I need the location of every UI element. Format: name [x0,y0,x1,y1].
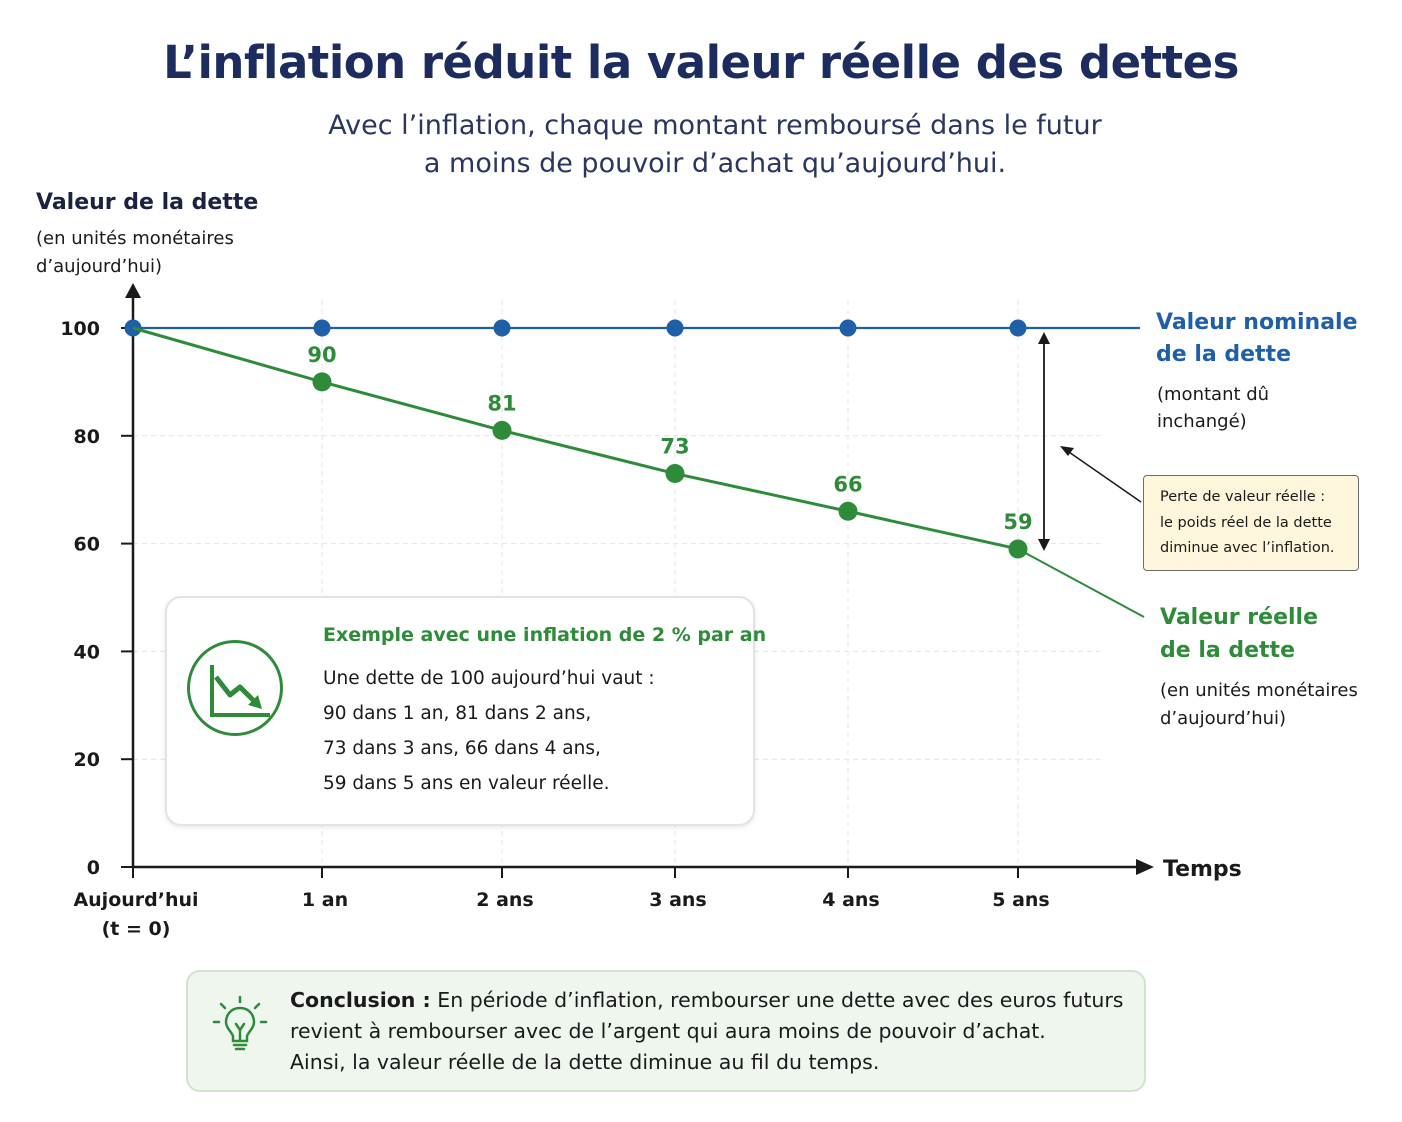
callout-pointer-head [1060,446,1074,456]
point-nominal [493,319,511,337]
y-tick-label: 20 [74,749,100,771]
series-layer [124,319,1145,618]
legend-nominal-note-2: inchangé) [1157,411,1247,432]
x-tick-sublabel: (t = 0) [102,918,171,940]
legend-real-note-1: (en unités monétaires [1160,680,1358,701]
example-line: Une dette de 100 aujourd’hui vaut : [323,668,655,689]
legend-nominal-line-2: de la dette [1156,342,1291,367]
point-real [1008,539,1028,559]
point-nominal [839,319,857,337]
x-tick-label: 1 an [302,889,348,911]
point-real [312,372,332,392]
subtitle-line-2: a moins de pouvoir d’achat qu’aujourd’hu… [423,148,1007,179]
y-axis-title: Valeur de la dette [36,190,259,215]
point-real [665,464,685,484]
conclusion-line-3: Ainsi, la valeur réelle de la dette dimi… [290,1050,880,1074]
y-tick-label: 100 [60,318,100,340]
conclusion-line-2: revient à rembourser avec de l’argent qu… [290,1019,1046,1043]
data-label-real: 81 [487,391,516,415]
lightbulb-icon [210,994,270,1054]
x-tick-label: 2 ans [476,889,534,911]
page-title: L’inflation réduit la valeur réelle des … [163,36,1239,89]
callout-line-3: diminue avec l’inflation. [1160,540,1335,556]
legend-leader-real [1017,548,1145,618]
data-label-real: 90 [307,343,336,367]
conclusion-label: Conclusion : [290,988,431,1012]
axes: 0 20 40 60 80 100 Aujourd’hui (t = 0) 1 an 2 ans 3… [60,283,1154,940]
x-tick-label: 3 ans [649,889,707,911]
y-tick-label: 80 [74,426,100,448]
y-axis-arrow [125,283,141,298]
y-axis-subtitle-2: d’aujourd’hui) [36,256,163,277]
x-axis-arrow [1136,859,1154,875]
x-axis-title: Temps [1163,857,1242,882]
conclusion-text-1: En période d’inflation, rembourser une d… [430,988,1124,1012]
point-real [838,501,858,521]
point-nominal [1009,319,1027,337]
point-real [492,420,512,440]
gap-arrow-head-top [1038,332,1050,344]
legend-real-line-1: Valeur réelle [1160,605,1318,630]
x-tick-label: 5 ans [992,889,1050,911]
legend-real-note-2: d’aujourd’hui) [1160,708,1287,729]
example-line: 73 dans 3 ans, 66 dans 4 ans, [323,738,601,759]
series-line-real [132,326,1019,551]
example-line: 59 dans 5 ans en valeur réelle. [323,773,610,794]
y-tick-label: 0 [87,857,100,879]
point-nominal [313,319,331,337]
y-tick-label: 60 [74,534,100,556]
data-label-real: 73 [660,435,689,459]
x-tick-label: Aujourd’hui [73,889,198,911]
conclusion-box: Conclusion : En période d’inflation, rem… [186,970,1146,1092]
legend-nominal-note-1: (montant dû [1157,384,1270,405]
y-tick-label: 40 [74,641,100,663]
real-value-loss-callout: Perte de valeur réelle : le poids réel d… [1143,475,1359,571]
data-label-real: 66 [833,472,862,496]
example-box: Exemple avec une inflation de 2 % par an… [165,596,766,826]
declining-chart-icon [187,640,283,736]
subtitle-line-1: Avec l’inflation, chaque montant rembour… [328,110,1102,141]
callout-line-2: le poids réel de la dette [1160,514,1332,531]
labels-layer: 90 81 73 66 59 [307,332,1142,551]
y-axis-subtitle-1: (en unités monétaires [36,228,234,249]
gap-arrow-head-bottom [1038,538,1050,551]
x-tick-label: 4 ans [822,889,880,911]
example-line: 90 dans 1 an, 81 dans 2 ans, [323,703,592,724]
callout-pointer-line [1065,449,1142,503]
legend-real-line-2: de la dette [1160,638,1295,663]
data-label-real: 59 [1003,510,1032,534]
point-nominal [666,319,684,337]
conclusion-line-1: Conclusion : En période d’inflation, rem… [290,988,1123,1012]
callout-line-1: Perte de valeur réelle : [1160,489,1326,505]
legend-nominal-line-1: Valeur nominale [1156,310,1358,335]
example-title: Exemple avec une inflation de 2 % par an [323,624,767,646]
